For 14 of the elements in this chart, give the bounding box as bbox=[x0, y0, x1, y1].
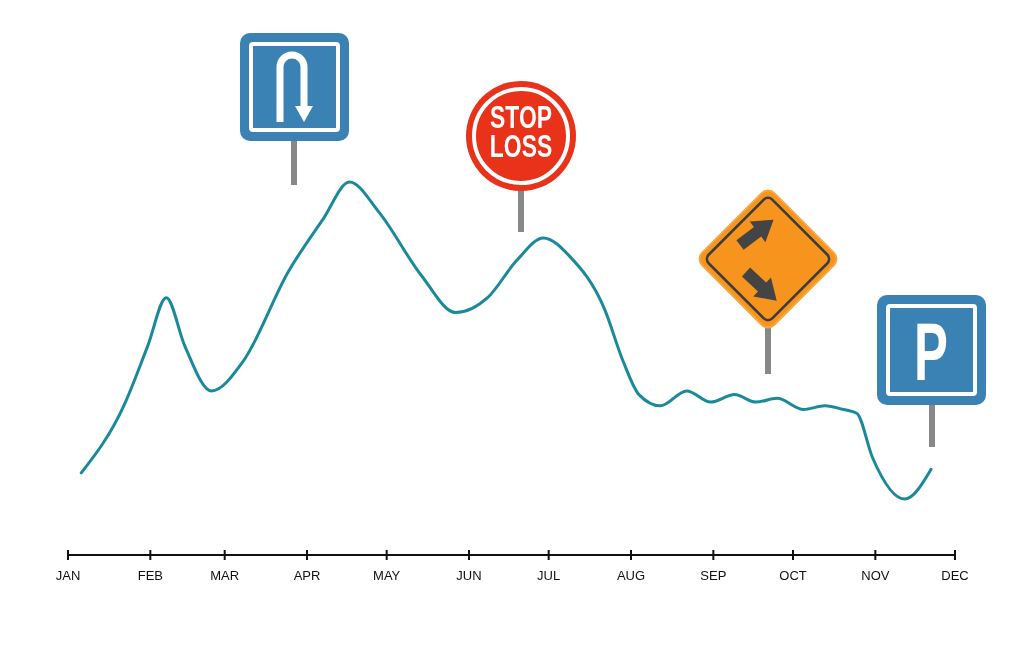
x-tick-label: FEB bbox=[137, 568, 163, 583]
x-tick-label: JUN bbox=[456, 568, 482, 583]
x-tick-label: NOV bbox=[861, 568, 890, 583]
x-tick-label: MAY bbox=[373, 568, 401, 583]
text: STOP LOSS bbox=[489, 99, 553, 165]
x-tick-label: JUL bbox=[537, 568, 561, 583]
x-tick-label: AUG bbox=[616, 568, 646, 583]
x-tick-label: APR bbox=[293, 568, 321, 583]
x-tick-label: OCT bbox=[779, 568, 807, 583]
x-tick-label: MAR bbox=[210, 568, 240, 583]
x-tick-label: DEC bbox=[941, 568, 969, 583]
annotation: P bbox=[914, 305, 948, 397]
x-tick-label: SEP bbox=[700, 568, 727, 583]
x-tick-label: JAN bbox=[55, 568, 81, 583]
